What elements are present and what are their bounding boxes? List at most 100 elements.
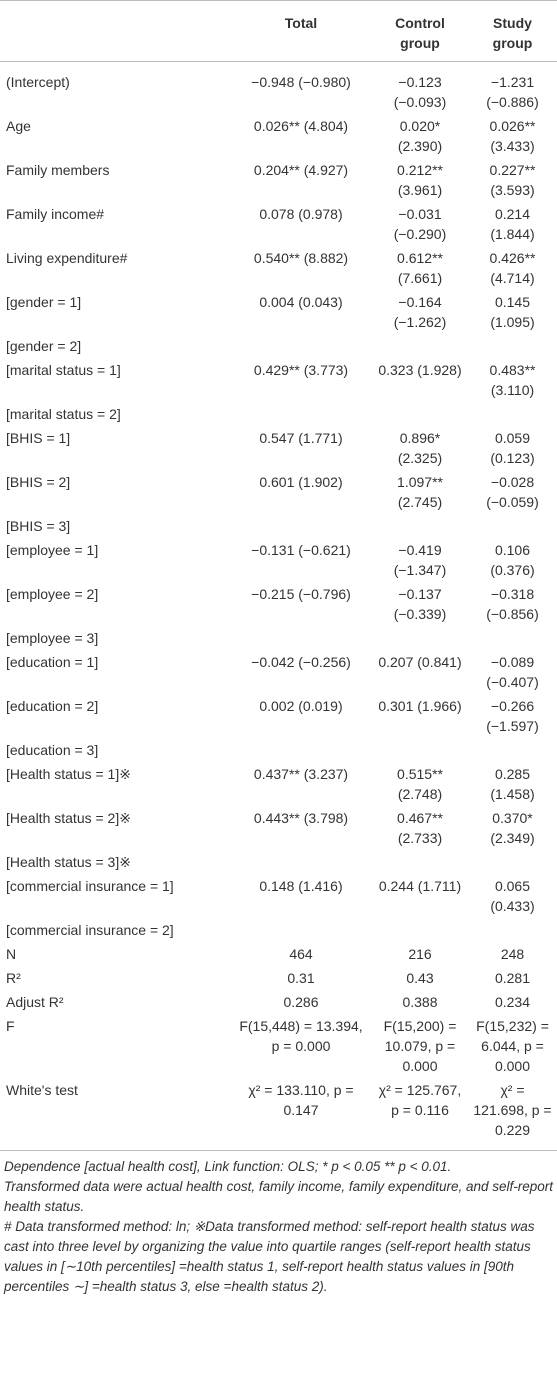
table-cell: −0.031 (−0.290) <box>393 206 447 242</box>
table-cell <box>230 626 372 650</box>
table-cell: 0.212** (3.961) <box>397 162 443 198</box>
table-cell: 0.601 (1.902) <box>259 474 343 490</box>
table-cell: 0.301 (1.966) <box>378 698 462 714</box>
row-label: White's test <box>6 1082 78 1098</box>
row-label: R² <box>6 970 21 986</box>
table-cell: 0.004 (0.043) <box>259 294 343 310</box>
row-label: N <box>6 946 17 962</box>
row-label: [Health status = 3]※ <box>6 854 131 870</box>
row-label: (Intercept) <box>6 74 70 90</box>
table-cell <box>372 402 468 426</box>
table-cell: 0.286 <box>283 994 319 1010</box>
note: Dependence [actual health cost], Link fu… <box>4 1159 452 1174</box>
table-cell: 0.207 (0.841) <box>378 654 462 670</box>
table-cell: 0.145 (1.095) <box>490 294 535 330</box>
row-label: Age <box>6 118 31 134</box>
row-label: [commercial insurance = 1] <box>6 878 174 894</box>
table-row: [education = 1] −0.042 (−0.256) 0.207 (0.8… <box>0 650 557 694</box>
table-cell: 0.515** (2.748) <box>397 766 443 802</box>
table-cell: 0.281 <box>494 970 531 986</box>
row-label: [gender = 2] <box>6 338 82 354</box>
table-cell: 1.097** (2.745) <box>397 474 443 510</box>
table-cell: F(15,200) = 10.079, p = 0.000 <box>383 1018 457 1074</box>
row-label: [employee = 1] <box>6 542 99 558</box>
table-cell: −1.231 (−0.886) <box>486 74 539 110</box>
row-label: [commercial insurance = 2] <box>6 922 174 938</box>
table-cell: −0.042 (−0.256) <box>251 654 351 670</box>
table-cell: 0.370* (2.349) <box>490 810 535 846</box>
table-cell: 0.234 <box>494 994 531 1010</box>
table-cell: −0.089 (−0.407) <box>486 654 539 690</box>
table-cell: 0.429** (3.773) <box>253 362 349 378</box>
table-row: [education = 2] 0.002 (0.019) 0.301 (1.966… <box>0 694 557 738</box>
row-label: Family members <box>6 162 110 178</box>
table-cell: 216 <box>408 946 432 962</box>
table-cell: 0.204** (4.927) <box>253 162 349 178</box>
header-row: Total Control group Study group <box>0 0 557 62</box>
table-row: Age 0.026** (4.804) 0.020* (2.390) 0.026** … <box>0 114 557 158</box>
table-cell <box>372 334 468 358</box>
row-label: [education = 2] <box>6 698 99 714</box>
row-label: [Health status = 2]※ <box>6 810 131 826</box>
table-cell: 248 <box>500 946 525 962</box>
table-cell: 0.214 (1.844) <box>490 206 535 242</box>
table-cell <box>468 334 557 358</box>
table-cell: −0.266 (−1.597) <box>486 698 539 734</box>
note: Transformed data were actual health cost… <box>4 1179 554 1214</box>
table-row: [gender = 1] 0.004 (0.043) −0.164 (−1.262)… <box>0 290 557 334</box>
table-cell: 0.547 (1.771) <box>259 430 343 446</box>
table-cell <box>230 514 372 538</box>
table-row: [education = 3] <box>0 738 557 762</box>
table-cell: 0.323 (1.928) <box>378 362 462 378</box>
row-label: [marital status = 2] <box>6 406 121 422</box>
row-label: [BHIS = 3] <box>6 518 71 534</box>
table-cell: 0.078 (0.978) <box>259 206 343 222</box>
table-cell <box>468 402 557 426</box>
table-cell: χ² = 121.698, p = 0.229 <box>473 1082 552 1138</box>
table-notes: Dependence [actual health cost], Link fu… <box>0 1151 557 1297</box>
table-cell <box>230 738 372 762</box>
row-label: [employee = 2] <box>6 586 99 602</box>
table-row: [gender = 2] <box>0 334 557 358</box>
table-row: R² 0.31 0.43 0.281 <box>0 966 557 990</box>
table-cell: 0.148 (1.416) <box>259 878 343 894</box>
table-cell: 0.896* (2.325) <box>397 430 443 466</box>
table-row: [marital status = 1] 0.429** (3.773) 0.323… <box>0 358 557 402</box>
table-cell <box>468 514 557 538</box>
table-cell: F(15,232) = 6.044, p = 0.000 <box>476 1018 549 1074</box>
table-cell: 0.285 (1.458) <box>490 766 535 802</box>
column-header: Study group <box>468 0 557 62</box>
table-cell <box>230 334 372 358</box>
table-cell: −0.028 (−0.059) <box>486 474 539 510</box>
table-row: N 464 216 248 <box>0 942 557 966</box>
table-body: (Intercept) −0.948 (−0.980) −0.123 (−0.093… <box>0 62 557 1151</box>
table-cell: 0.026** (4.804) <box>253 118 349 134</box>
table-cell: −0.318 (−0.856) <box>486 586 539 622</box>
row-label: [BHIS = 1] <box>6 430 71 446</box>
table-cell: −0.215 (−0.796) <box>251 586 351 602</box>
table-cell: 0.020* (2.390) <box>397 118 443 154</box>
table-cell: −0.123 (−0.093) <box>393 74 447 110</box>
table-cell: 0.612** (7.661) <box>397 250 443 286</box>
table-row: [Health status = 2]※ 0.443** (3.798) 0.467… <box>0 806 557 850</box>
table-cell <box>468 738 557 762</box>
table-cell: −0.948 (−0.980) <box>251 74 351 90</box>
table-row: [Health status = 1]※ 0.437** (3.237) 0.515… <box>0 762 557 806</box>
row-label: [BHIS = 2] <box>6 474 71 490</box>
row-label: [marital status = 1] <box>6 362 121 378</box>
table-cell: 0.467** (2.733) <box>397 810 443 846</box>
table-cell: −0.164 (−1.262) <box>393 294 447 330</box>
table-cell <box>230 918 372 942</box>
table-row: [commercial insurance = 1] 0.148 (1.416) 0… <box>0 874 557 918</box>
table-cell: 0.106 (0.376) <box>490 542 535 578</box>
table-cell: 0.244 (1.711) <box>378 878 462 894</box>
table-cell: −0.419 (−1.347) <box>393 542 447 578</box>
table-row: [BHIS = 1] 0.547 (1.771) 0.896* (2.325) 0.0… <box>0 426 557 470</box>
header-cell <box>0 0 230 62</box>
table-cell: 0.43 <box>406 970 434 986</box>
table-row: [marital status = 2] <box>0 402 557 426</box>
table-cell: 0.443** (3.798) <box>253 810 349 826</box>
table-cell <box>468 626 557 650</box>
table-cell: F(15,448) = 13.394, p = 0.000 <box>239 1018 363 1054</box>
row-label: Adjust R² <box>6 994 64 1010</box>
